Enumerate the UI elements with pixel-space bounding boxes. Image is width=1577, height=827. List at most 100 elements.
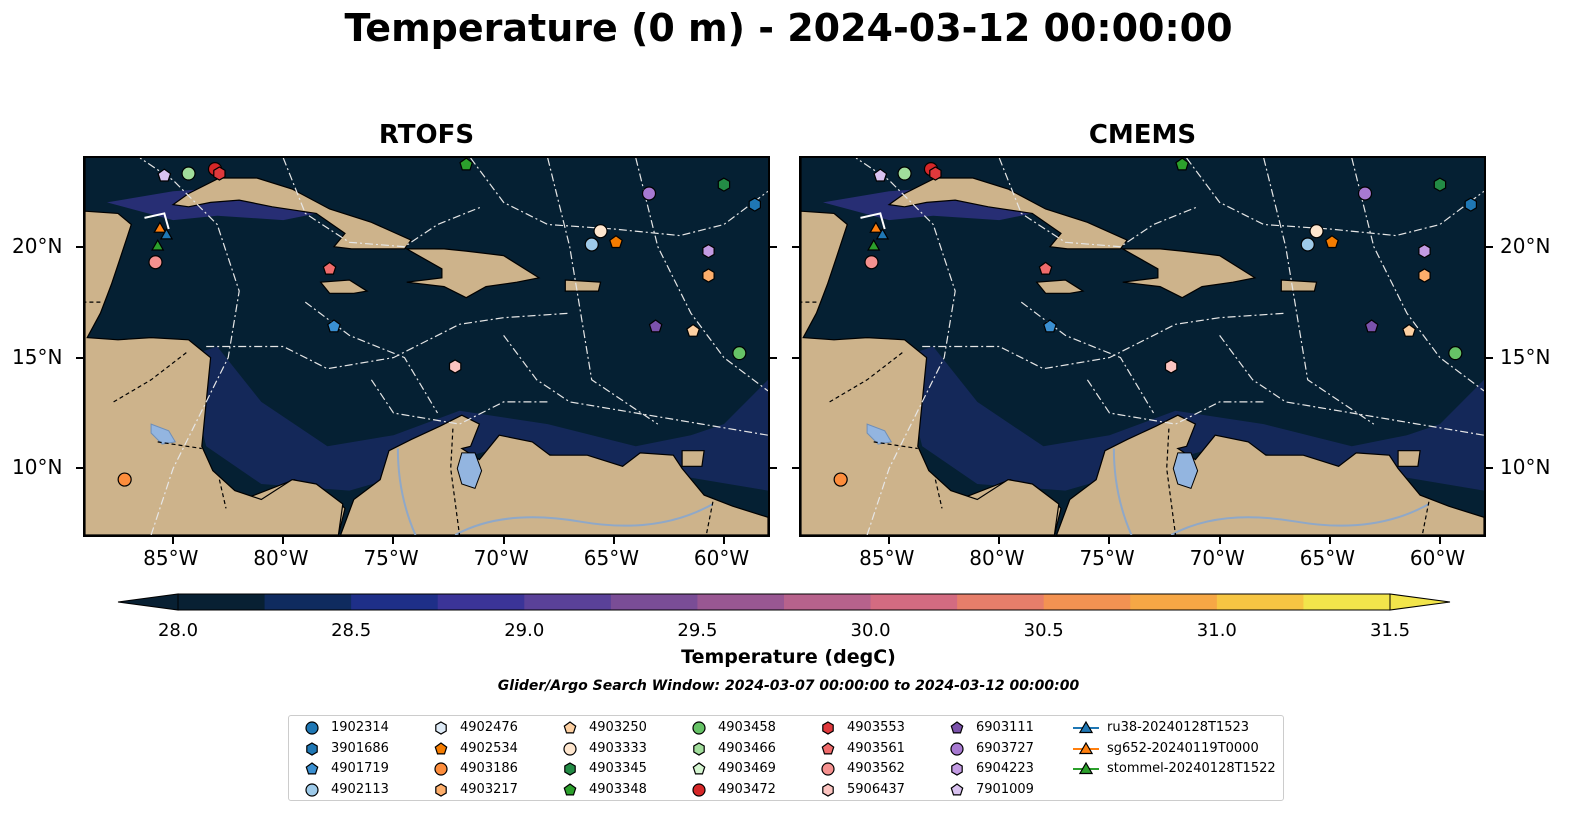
float-marker-map-rtofs-10: [327, 319, 341, 333]
colorbar-tick-label-5: 30.5: [1023, 620, 1064, 641]
lat-tick-label-left-0: 20°N: [12, 233, 63, 258]
figure-title: Temperature (0 m) - 2024-03-12 00:00:00: [344, 6, 1233, 50]
legend-marker-icon: [1073, 761, 1099, 775]
colorbar-segment: [1303, 594, 1391, 610]
lon-tick-label-0-2: 75°W: [363, 546, 419, 570]
legend-label: 4903250: [589, 720, 647, 735]
lon-tick-mark: [172, 537, 175, 544]
float-marker-map-rtofs-9: [322, 261, 337, 275]
map-cmems-canvas: [801, 158, 1484, 535]
legend-marker-icon: [305, 782, 319, 797]
lat-tick-mark: [792, 467, 799, 470]
colorbar-tick-label-1: 28.5: [331, 620, 372, 641]
float-marker-map-rtofs-23: [748, 197, 762, 212]
legend-label: 1902314: [331, 720, 389, 735]
float-marker-map-rtofs-12: [459, 158, 474, 171]
float-marker-map-rtofs-6: [181, 166, 196, 181]
search-window-text: Glider/Argo Search Window: 2024-03-07 00…: [497, 678, 1080, 694]
lon-tick-mark: [998, 537, 1001, 544]
lon-tick-label-1-3: 70°W: [1189, 546, 1245, 570]
colorbar-segment: [178, 594, 266, 610]
lon-tick-mark: [1218, 537, 1221, 544]
float-marker-map-rtofs-4: [159, 227, 174, 240]
float-marker-map-cmems-3: [869, 221, 883, 233]
legend-label: 6903111: [976, 720, 1034, 735]
lon-tick-mark: [502, 537, 505, 544]
lon-tick-mark: [722, 537, 725, 544]
legend-marker-icon: [564, 762, 576, 776]
legend-label: 4903562: [847, 761, 905, 776]
lon-tick-mark: [1328, 537, 1331, 544]
float-marker-map-cmems-16: [1357, 186, 1373, 201]
legend-label: 4903561: [847, 740, 905, 756]
lat-tick-mark: [792, 245, 799, 248]
float-marker-map-rtofs-11: [448, 359, 462, 374]
lon-tick-label-0-3: 70°W: [473, 546, 529, 570]
lat-tick-label-right-2: 10°N: [1500, 455, 1551, 480]
legend-label: 4903186: [460, 761, 518, 776]
legend-marker-icon: [306, 741, 318, 756]
float-marker-map-cmems-12: [1175, 158, 1190, 171]
float-marker-map-cmems-4: [875, 227, 890, 240]
lat-tick-mark: [792, 356, 799, 359]
float-marker-map-rtofs-2: [151, 238, 165, 251]
float-marker-map-cmems-6: [897, 166, 912, 181]
lon-tick-mark: [1108, 537, 1111, 544]
legend-label: 3901686: [331, 740, 389, 756]
float-marker-map-rtofs-18: [686, 323, 701, 337]
legend-marker-icon: [1073, 720, 1099, 734]
lon-tick-label-0-0: 85°W: [143, 546, 199, 570]
lon-tick-label-0-4: 65°W: [583, 546, 639, 570]
colorbar-tick-label-0: 28.0: [157, 620, 199, 641]
colorbar: [117, 593, 1451, 611]
legend-marker-icon: [435, 721, 447, 735]
legend-label: 4903345: [589, 761, 647, 776]
lat-tick-label-left-2: 10°N: [12, 455, 63, 480]
colorbar-segment: [524, 594, 612, 610]
legend-label: 6904223: [976, 761, 1034, 776]
colorbar-segment: [1043, 594, 1131, 610]
colorbar-segment: [264, 594, 352, 610]
float-marker-map-cmems-9: [1038, 261, 1053, 275]
colorbar-segment: [870, 594, 958, 610]
legend-marker-icon: [305, 721, 319, 735]
float-marker-map-cmems-20: [1418, 268, 1431, 283]
lat-tick-label-right-0: 20°N: [1500, 233, 1551, 258]
float-marker-map-rtofs-8: [213, 166, 226, 181]
float-marker-map-cmems-2: [867, 238, 881, 251]
float-marker-map-rtofs-20: [702, 268, 715, 283]
lat-tick-mark: [76, 467, 83, 470]
legend-marker-icon: [951, 762, 963, 776]
legend: 1902314 3901686 4901719 4902113 4902476 49025…: [288, 715, 1284, 801]
legend-label: 4902534: [460, 740, 518, 756]
legend-marker-icon: [821, 762, 835, 776]
legend-marker-icon: [950, 741, 964, 756]
legend-label: 4903217: [460, 781, 518, 797]
float-marker-map-rtofs-5: [157, 168, 172, 182]
lat-tick-mark: [770, 356, 777, 359]
lat-tick-mark: [1486, 245, 1493, 248]
colorbar-segment: [1130, 594, 1218, 610]
lat-tick-mark: [76, 356, 83, 359]
colorbar-label: Temperature (degC): [681, 646, 896, 668]
legend-label: 4903466: [718, 740, 776, 756]
legend-label: sg652-20240119T0000: [1107, 740, 1259, 756]
lon-tick-label-1-1: 80°W: [969, 546, 1025, 570]
legend-marker-icon: [305, 762, 319, 775]
legend-label: 4903348: [589, 781, 647, 797]
lon-tick-mark: [612, 537, 615, 544]
lon-tick-mark: [1438, 537, 1441, 544]
colorbar-segment: [784, 594, 872, 610]
legend-marker-icon: [950, 782, 964, 795]
float-marker-map-cmems-11: [1164, 359, 1178, 374]
float-marker-map-cmems-21: [1433, 177, 1447, 192]
lat-tick-label-left-1: 15°N: [12, 344, 63, 369]
panel-title-rtofs: RTOFS: [378, 120, 475, 150]
legend-label: stommel-20240128T1522: [1107, 761, 1276, 776]
lon-tick-mark: [392, 537, 395, 544]
lat-tick-mark: [76, 245, 83, 248]
colorbar-segment: [610, 594, 698, 610]
colorbar-tick-label-3: 29.5: [677, 620, 718, 641]
legend-label: 7901009: [976, 781, 1034, 797]
colorbar-segment: [437, 594, 525, 610]
